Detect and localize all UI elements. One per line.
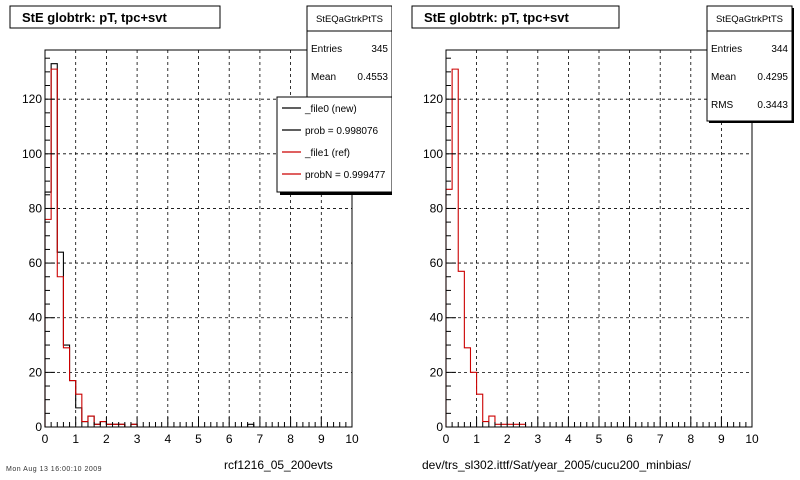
- x-tick-label: 9: [718, 432, 725, 446]
- y-tick-label: 120: [423, 92, 443, 106]
- x-tick-label: 5: [596, 432, 603, 446]
- stats-row-value: 0.4553: [357, 72, 388, 83]
- stats-name: StEQaGtrkPtTS: [316, 14, 383, 25]
- chart-title: StE globtrk: pT, tpc+svt: [22, 10, 167, 25]
- legend-entry: probN = 0.999477: [305, 170, 386, 181]
- x-tick-label: 1: [72, 432, 79, 446]
- x-tick-label: 5: [195, 432, 202, 446]
- y-tick-label: 0: [35, 420, 42, 434]
- grid-group: [446, 50, 752, 427]
- x-tick-label: 9: [318, 432, 325, 446]
- stats-row-value: 0.3443: [757, 100, 788, 111]
- x-tick-label: 8: [687, 432, 694, 446]
- y-tick-label: 80: [29, 201, 43, 215]
- x-tick-label: 10: [745, 432, 759, 446]
- right-histogram-svg: 0 1 2 3 4 5 6 7 8 9 10020406080100120dev/trs_sl302…: [411, 5, 794, 472]
- title-box: [9, 5, 221, 29]
- stats-row-label: Entries: [711, 44, 742, 55]
- y-tick-label: 120: [22, 92, 42, 106]
- x-tick-label: 1: [473, 432, 480, 446]
- x-tick-label: 3: [134, 432, 141, 446]
- x-tick-label: 7: [257, 432, 264, 446]
- stats-row-label: Entries: [311, 44, 342, 55]
- title-box: [411, 5, 620, 29]
- panel-group: 0 1 2 3 4 5 6 7 8 9 10020406080100120dev/trs_sl302…: [411, 5, 794, 472]
- x-tick-label: 0: [443, 432, 450, 446]
- panel-group: 0 1 2 3 4 5 6 7 8 9 10020406080100120rcf1216_05_20…: [9, 5, 392, 472]
- y-tick-label: 100: [423, 147, 443, 161]
- left-histogram-panel: 0 1 2 3 4 5 6 7 8 9 10 0 20 40 60 80 100 120 rcf1216_05_20…: [9, 5, 392, 472]
- stats-name: StEQaGtrkPtTS: [716, 14, 783, 25]
- chart-title: StE globtrk: pT, tpc+svt: [424, 10, 569, 25]
- y-tick-label: 20: [29, 365, 43, 379]
- x-tick-label: 4: [565, 432, 572, 446]
- legend-entry: prob = 0.998076: [305, 126, 379, 137]
- grid-group: [45, 50, 352, 427]
- legend-entry: _file1 (ref): [304, 148, 350, 159]
- y-tick-label: 0: [436, 420, 443, 434]
- x-tick-label: 3: [534, 432, 541, 446]
- right-histogram-panel: 0 1 2 3 4 5 6 7 8 9 10 0 20 40 60 80 100 120 dev/trs_sl302…: [400, 0, 800, 480]
- y-tick-label: 40: [29, 311, 43, 325]
- legend-entry: _file0 (new): [304, 104, 357, 115]
- stats-row-value: 345: [371, 44, 388, 55]
- stats-box: [306, 5, 392, 102]
- stats-box: [706, 5, 793, 122]
- y-tick-label: 40: [430, 311, 444, 325]
- stats-row-value: 0.4295: [757, 72, 788, 83]
- stats-row-label: Mean: [311, 72, 336, 83]
- stats-row-value: 344: [771, 44, 788, 55]
- date-stamp: Mon Aug 13 16:00:10 2009: [6, 466, 103, 473]
- y-tick-label: 60: [430, 256, 444, 270]
- left-histogram-svg: 0 1 2 3 4 5 6 7 8 9 10020406080100120rcf1216_05_20…: [9, 5, 392, 472]
- x-tick-label: 2: [504, 432, 511, 446]
- x-tick-label: 8: [287, 432, 294, 446]
- x-tick-label: 2: [103, 432, 110, 446]
- x-tick-label: 6: [626, 432, 633, 446]
- y-tick-label: 80: [430, 201, 444, 215]
- x-tick-label: 7: [657, 432, 664, 446]
- x-tick-label: 4: [164, 432, 171, 446]
- x-tick-label: 10: [345, 432, 359, 446]
- stats-row-label: Mean: [711, 72, 736, 83]
- y-tick-label: 60: [29, 256, 43, 270]
- y-tick-label: 20: [430, 365, 444, 379]
- stats-row-label: RMS: [711, 100, 734, 111]
- x-axis-label: dev/trs_sl302.ittf/Sat/year_2005/cucu200…: [422, 458, 691, 472]
- legend-box: [276, 96, 392, 193]
- x-tick-label: 6: [226, 432, 233, 446]
- y-tick-label: 100: [22, 147, 42, 161]
- x-tick-label: 0: [42, 432, 49, 446]
- x-axis-label: rcf1216_05_200evts: [224, 458, 333, 472]
